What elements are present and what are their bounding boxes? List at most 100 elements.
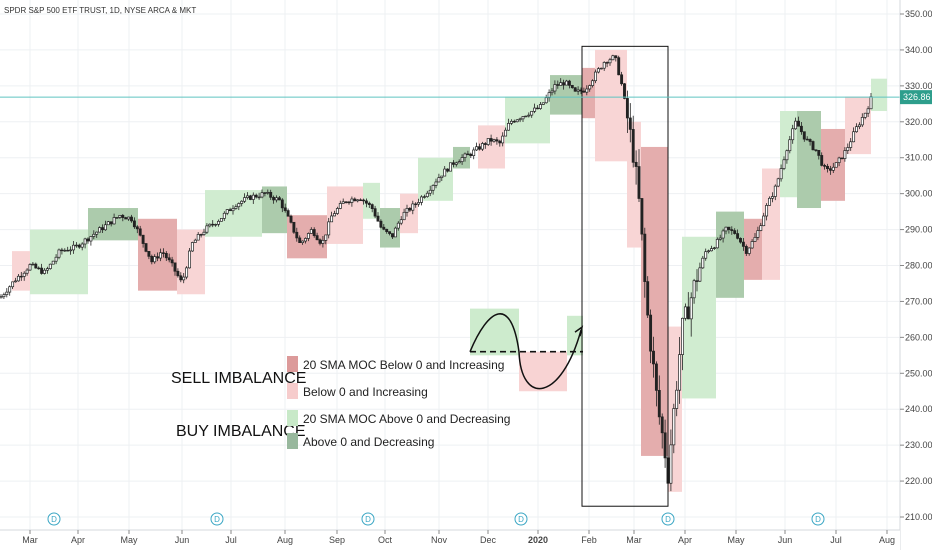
candle-body	[208, 223, 212, 227]
candle-body	[286, 210, 290, 217]
price-axis: 210.00 220.00 230.00 240.00 250.00 260.00 270.…	[899, 0, 932, 550]
candle-body	[19, 275, 23, 278]
candle-body	[480, 143, 484, 150]
price-tick-label: 340.00	[905, 45, 932, 55]
candle-body	[649, 314, 653, 352]
candle-body	[817, 150, 821, 156]
candle-body	[869, 96, 873, 110]
time-tick-label: 2020	[528, 535, 548, 545]
candle-body	[269, 191, 273, 198]
candle-body	[799, 125, 803, 133]
candle-body	[8, 286, 12, 293]
candle-body	[272, 196, 276, 201]
candle-body	[304, 238, 307, 242]
candle-body	[425, 192, 429, 197]
candle-body	[188, 250, 191, 269]
candle-body	[95, 231, 99, 235]
candle-body	[48, 263, 52, 269]
candle-body	[63, 249, 67, 252]
candle-body	[741, 241, 745, 247]
candle-body	[567, 80, 571, 86]
candle-body	[776, 178, 780, 187]
legend-item-label: 20 SMA MOC Above 0 and Decreasing	[303, 412, 510, 426]
candle-body	[475, 146, 479, 151]
candle-body	[43, 269, 46, 274]
candle-body	[805, 138, 809, 141]
candle-body	[536, 107, 539, 110]
candle-body	[472, 149, 476, 157]
candle-body	[533, 107, 537, 112]
candle-body	[83, 238, 87, 245]
candle-body	[814, 149, 818, 151]
candle-body	[617, 57, 621, 76]
time-tick-label: Feb	[581, 535, 597, 545]
candle-body	[559, 82, 563, 86]
candle-body	[657, 390, 661, 418]
candle-body	[785, 150, 789, 161]
time-tick-label: Aug	[277, 535, 293, 545]
candle-body	[173, 262, 177, 272]
candle-body	[820, 155, 824, 166]
price-tick-label: 240.00	[905, 404, 932, 414]
candle-body	[440, 175, 444, 178]
candle-body	[260, 192, 264, 198]
candle-body	[74, 244, 78, 247]
candle-body	[373, 208, 377, 217]
candle-body	[159, 252, 162, 259]
time-tick-label: Jul	[830, 535, 842, 545]
candle-body	[295, 231, 299, 239]
candle-body	[443, 168, 447, 177]
candle-body	[251, 194, 255, 200]
time-tick-label: Nov	[431, 535, 448, 545]
candle-body	[768, 197, 771, 206]
candle-body	[686, 306, 690, 320]
candle-body	[80, 243, 84, 248]
candle-body	[118, 214, 122, 218]
candle-body	[834, 162, 838, 168]
candle-body	[634, 161, 638, 167]
candle-body	[660, 416, 664, 434]
candle-body	[831, 166, 835, 171]
candle-body	[849, 141, 853, 148]
candle-body	[623, 83, 626, 99]
candle-body	[753, 237, 757, 242]
candle-body	[144, 243, 148, 252]
candle-body	[385, 228, 389, 232]
candle-body	[863, 112, 867, 118]
candle-body	[408, 208, 412, 211]
candle-body	[254, 194, 258, 198]
candle-body	[388, 231, 392, 234]
candle-body	[759, 225, 763, 231]
candle-body	[277, 197, 281, 201]
candle-body	[170, 259, 174, 264]
candle-body	[16, 275, 20, 282]
illustration-curve	[469, 313, 582, 390]
candle-body	[449, 162, 452, 172]
candle-body	[309, 229, 313, 234]
time-tick-label: May	[727, 535, 745, 545]
candle-body	[625, 98, 629, 119]
price-tick-label: 300.00	[905, 189, 932, 199]
candle-body	[399, 219, 403, 224]
imbalance-box	[641, 146, 668, 456]
candle-body	[405, 208, 409, 213]
candle-body	[504, 129, 508, 137]
imbalance-box	[627, 121, 641, 248]
legend-swatch	[287, 410, 298, 426]
candle-body	[237, 203, 241, 208]
candle-body	[788, 139, 792, 152]
candle-body	[45, 268, 49, 271]
candle-body	[678, 354, 682, 391]
candle-body	[826, 165, 829, 170]
candle-body	[715, 239, 719, 249]
legend-item-label: 20 SMA MOC Below 0 and Increasing	[303, 358, 504, 372]
time-tick-label: Jun	[778, 535, 793, 545]
candle-body	[263, 192, 267, 194]
candle-body	[179, 275, 183, 281]
candle-body	[298, 237, 302, 243]
candle-body	[736, 233, 740, 239]
time-tick-label: May	[120, 535, 138, 545]
candle-body	[199, 234, 203, 236]
candle-body	[318, 239, 322, 244]
